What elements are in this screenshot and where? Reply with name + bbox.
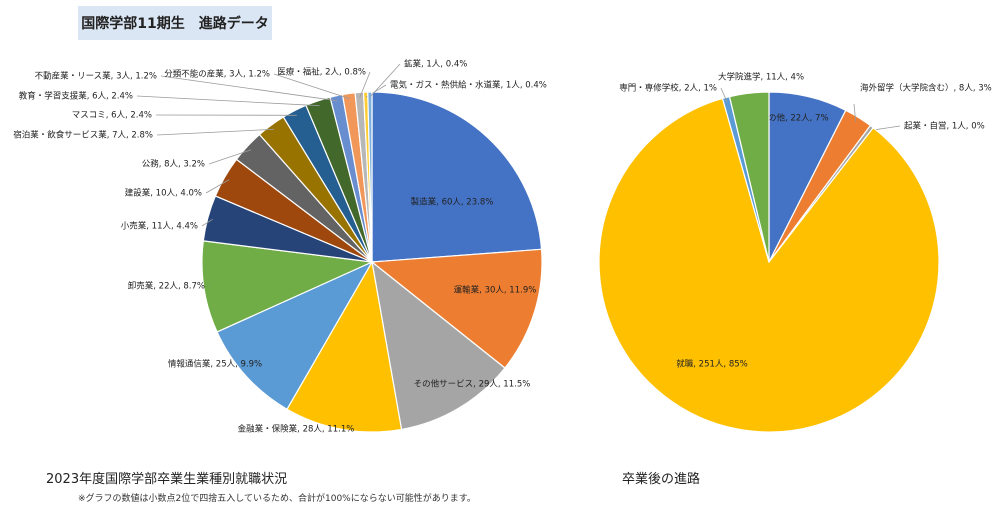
career-label-4: 専門・専修学校, 2人, 1% [619, 83, 717, 94]
industry-label-9: 宿泊業・飲食サービス業, 7人, 2.8% [13, 130, 153, 141]
industry-leader-8 [208, 149, 252, 165]
rounding-note: ※グラフの数値は小数点2位で四捨五入しているため、合計が100%にならない可能性… [78, 494, 476, 504]
industry-label-6: 小売業, 11人, 4.4% [121, 221, 198, 232]
industry-label-16: 鉱業, 1人, 0.4% [404, 59, 467, 70]
industry-label-14: 医療・福祉, 2人, 0.8% [277, 67, 366, 78]
industry-label-1: 運輸業, 30人, 11.9% [454, 285, 537, 296]
career-slice-3 [598, 97, 940, 433]
career-pie-chart: その他, 22人, 7% 海外留学（大学院含む）, 8人, 3% 起業・自営, 1人… [598, 72, 992, 433]
page-title: 国際学部11期生 進路データ [78, 6, 272, 40]
industry-pie-chart: 製造業, 60人, 23.8% 運輸業, 30人, 11.9% その他サービス, 2… [13, 59, 547, 435]
industry-leader-9 [156, 128, 275, 136]
career-leader-1 [853, 103, 857, 122]
industry-leader-6 [201, 218, 213, 227]
industry-label-2: その他サービス, 29人, 11.5% [414, 379, 531, 390]
industry-leader-13 [273, 73, 350, 99]
industry-slice-3 [286, 260, 403, 433]
industry-slice-2 [371, 260, 506, 431]
industry-label-10: マスコミ, 6人, 2.4% [72, 111, 152, 121]
career-leader-4 [720, 87, 728, 103]
industry-label-7: 建設業, 10人, 4.0% [125, 188, 202, 199]
career-label-5: 大学院進学, 11人, 4% [718, 72, 804, 83]
industry-leader-14 [359, 71, 371, 98]
industry-label-13: 分類不能の産業, 3人, 1.2% [164, 69, 270, 80]
industry-slice-1 [370, 248, 543, 369]
industry-leader-16 [369, 63, 401, 98]
industry-slice-5 [201, 240, 375, 333]
industry-leader-11 [136, 95, 320, 107]
career-label-2: 起業・自営, 1人, 0% [904, 121, 985, 132]
career-label-1: 海外留学（大学院含む）, 8人, 3% [860, 83, 992, 94]
career-label-3: 就職, 251人, 85% [676, 359, 747, 370]
industry-leader-7 [205, 179, 230, 194]
industry-label-3: 金融業・保険業, 28人, 11.1% [238, 424, 355, 435]
industry-label-5: 卸売業, 22人, 8.7% [128, 281, 205, 292]
industry-label-15: 電気・ガス・熱供給・水道業, 1人, 0.4% [390, 80, 547, 91]
industry-label-4: 情報通信業, 25人, 9.9% [168, 359, 262, 370]
industry-label-11: 教育・学習支援業, 6人, 2.4% [19, 91, 133, 102]
career-chart-caption: 卒業後の進路 [622, 472, 701, 487]
career-label-0: その他, 22人, 7% [759, 113, 828, 124]
industry-label-12: 不動産業・リース業, 3人, 1.2% [35, 71, 157, 82]
industry-leader-12 [160, 75, 338, 102]
career-slice-5 [728, 91, 770, 263]
industry-chart-caption: 2023年度国際学部卒業生業種別就職状況 [46, 472, 288, 487]
industry-slice-4 [216, 260, 374, 411]
industry-label-8: 公務, 8人, 3.2% [142, 159, 205, 170]
industry-slice-16 [367, 91, 373, 263]
industry-label-0: 製造業, 60人, 23.8% [411, 197, 494, 208]
industry-slice-0 [371, 91, 543, 263]
